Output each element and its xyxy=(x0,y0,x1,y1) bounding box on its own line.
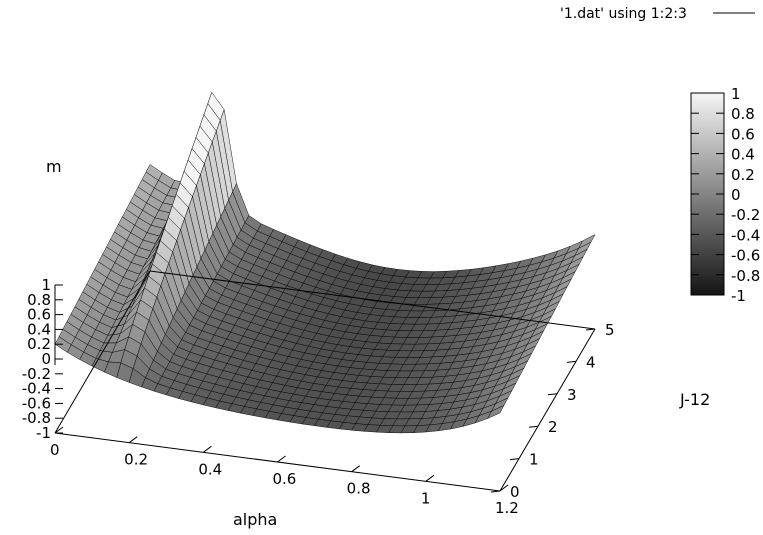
x-tick-label: 0.2 xyxy=(124,451,148,469)
z-tick-label: -0.2 xyxy=(22,365,51,383)
colorbar-tick-label: 0.4 xyxy=(731,146,755,164)
surface-facet xyxy=(487,404,505,419)
colorbar-tick-label: 0.2 xyxy=(731,166,755,184)
x-tick xyxy=(54,426,64,434)
y-tick xyxy=(547,393,558,396)
x-tick xyxy=(499,484,509,492)
y-tick-label: 1 xyxy=(529,451,539,469)
y-tick-label: 4 xyxy=(586,353,596,371)
x-tick-label: 1.2 xyxy=(495,499,519,517)
z-tick-label: 0 xyxy=(41,350,51,368)
colorbar-tick-label: 0.8 xyxy=(731,105,755,123)
colorbar-tick-label: -0.6 xyxy=(731,247,760,265)
back-axis-line xyxy=(54,270,596,434)
x-tick-label: 1 xyxy=(421,489,431,507)
colorbar-tick-label: -0.4 xyxy=(731,226,760,244)
y-tick xyxy=(490,490,501,493)
y-axis-line xyxy=(499,328,596,492)
x-tick xyxy=(203,445,212,453)
z-tick-label: -0.4 xyxy=(22,380,51,398)
colorbar-tick-label: -0.2 xyxy=(731,206,760,224)
x-tick xyxy=(277,455,286,463)
surface-mesh xyxy=(54,91,596,434)
z-tick-label: 0.6 xyxy=(27,306,51,324)
z-tick-label: 0.8 xyxy=(27,291,51,309)
x-tick-label: 0.4 xyxy=(198,460,222,478)
colorbar-tick-label: -0.8 xyxy=(731,267,760,285)
colorbar-tick-label: 0.6 xyxy=(731,125,755,143)
x-tick xyxy=(425,474,435,482)
colorbar: 1 0.8 0.6 0.4 0.2 0 -0.2 -0.4 -0.6 -0.8 -1 xyxy=(690,85,760,305)
colorbar-tick-label: -1 xyxy=(731,287,746,305)
z-tick-label: 0.2 xyxy=(27,335,51,353)
z-tick-label: -0.6 xyxy=(22,394,51,412)
colorbar-tick-label: 1 xyxy=(731,85,741,103)
legend-entry: '1.dat' using 1:2:3 xyxy=(560,6,687,22)
legend: '1.dat' using 1:2:3 xyxy=(560,6,755,22)
y-tick-label: 3 xyxy=(567,386,577,404)
x-tick-label: 0.8 xyxy=(347,480,371,498)
x-tick-label: 0 xyxy=(50,441,60,459)
y-tick xyxy=(509,458,520,461)
y-tick-label: 2 xyxy=(548,418,558,436)
z-tick-label: 0.4 xyxy=(27,320,51,338)
z-axis-label: m xyxy=(46,157,62,176)
z-tick-label: -0.8 xyxy=(22,409,51,427)
x-tick xyxy=(128,436,138,444)
tick-labels: 00.20.40.60.811.201234510.80.60.40.20-0.… xyxy=(22,276,615,517)
y-tick-label: 5 xyxy=(605,321,615,339)
y-tick xyxy=(528,425,539,428)
z-tick-label: 1 xyxy=(41,276,51,294)
x-tick xyxy=(351,465,360,473)
x-tick-label: 0.6 xyxy=(273,470,297,488)
y-tick xyxy=(585,328,596,331)
y-tick-label: 0 xyxy=(510,483,520,501)
y-axis-label: J-12 xyxy=(679,390,710,409)
z-tick-label: -1 xyxy=(36,424,51,442)
colorbar-tick-label: 0 xyxy=(731,186,741,204)
x-axis-label: alpha xyxy=(233,510,277,529)
y-tick xyxy=(566,360,577,363)
